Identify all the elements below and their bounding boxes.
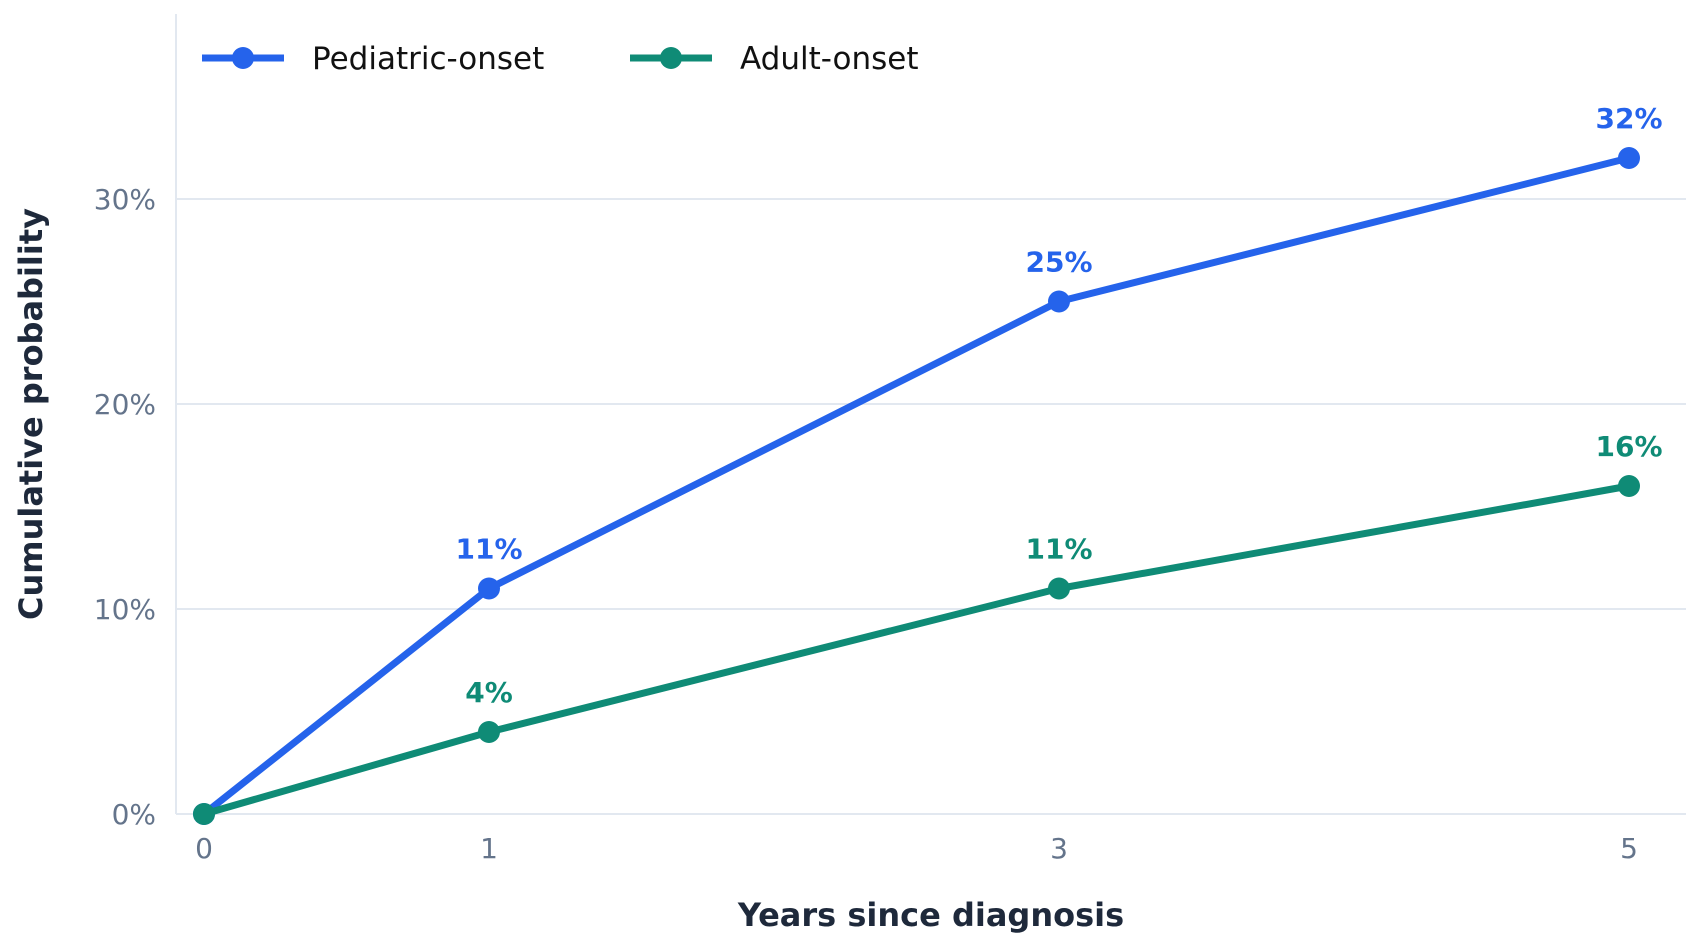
x-axis-title: Years since diagnosis: [737, 896, 1124, 934]
data-label: 11%: [1025, 533, 1092, 566]
data-label: 16%: [1595, 430, 1662, 463]
y-tick-label: 20%: [94, 388, 156, 421]
x-tick-label: 0: [195, 832, 213, 865]
legend-marker: [232, 47, 254, 69]
x-tick-label: 1: [480, 832, 498, 865]
data-point: [1618, 147, 1640, 169]
data-labels: 11% 25% 32% 4% 11% 16%: [455, 102, 1662, 709]
y-tick-labels: 0% 10% 20% 30%: [94, 183, 156, 831]
series-lines: [193, 147, 1640, 825]
y-tick-label: 10%: [94, 593, 156, 626]
data-point: [193, 803, 215, 825]
legend-label: Adult-onset: [740, 41, 919, 77]
legend-label: Pediatric-onset: [312, 41, 544, 77]
y-tick-label: 30%: [94, 183, 156, 216]
data-point: [1048, 577, 1070, 600]
y-tick-label: 0%: [112, 798, 156, 831]
legend: Pediatric-onset Adult-onset: [202, 41, 919, 77]
x-tick-labels: 0 1 3 5: [195, 832, 1638, 865]
gridlines: [176, 198, 1686, 610]
data-point: [478, 721, 500, 743]
axes: [175, 14, 1686, 815]
data-point: [1618, 475, 1640, 497]
x-tick-label: 5: [1620, 832, 1638, 865]
data-point: [1048, 290, 1070, 313]
series-line: [200, 482, 1633, 818]
data-point: [478, 577, 500, 600]
data-label: 25%: [1025, 246, 1092, 279]
data-label: 4%: [465, 676, 513, 709]
y-axis-title: Cumulative probability: [12, 208, 50, 620]
x-tick-label: 3: [1050, 832, 1068, 865]
series-line: [200, 154, 1633, 818]
legend-marker: [660, 47, 682, 69]
data-label: 32%: [1595, 102, 1662, 135]
data-label: 11%: [455, 533, 522, 566]
